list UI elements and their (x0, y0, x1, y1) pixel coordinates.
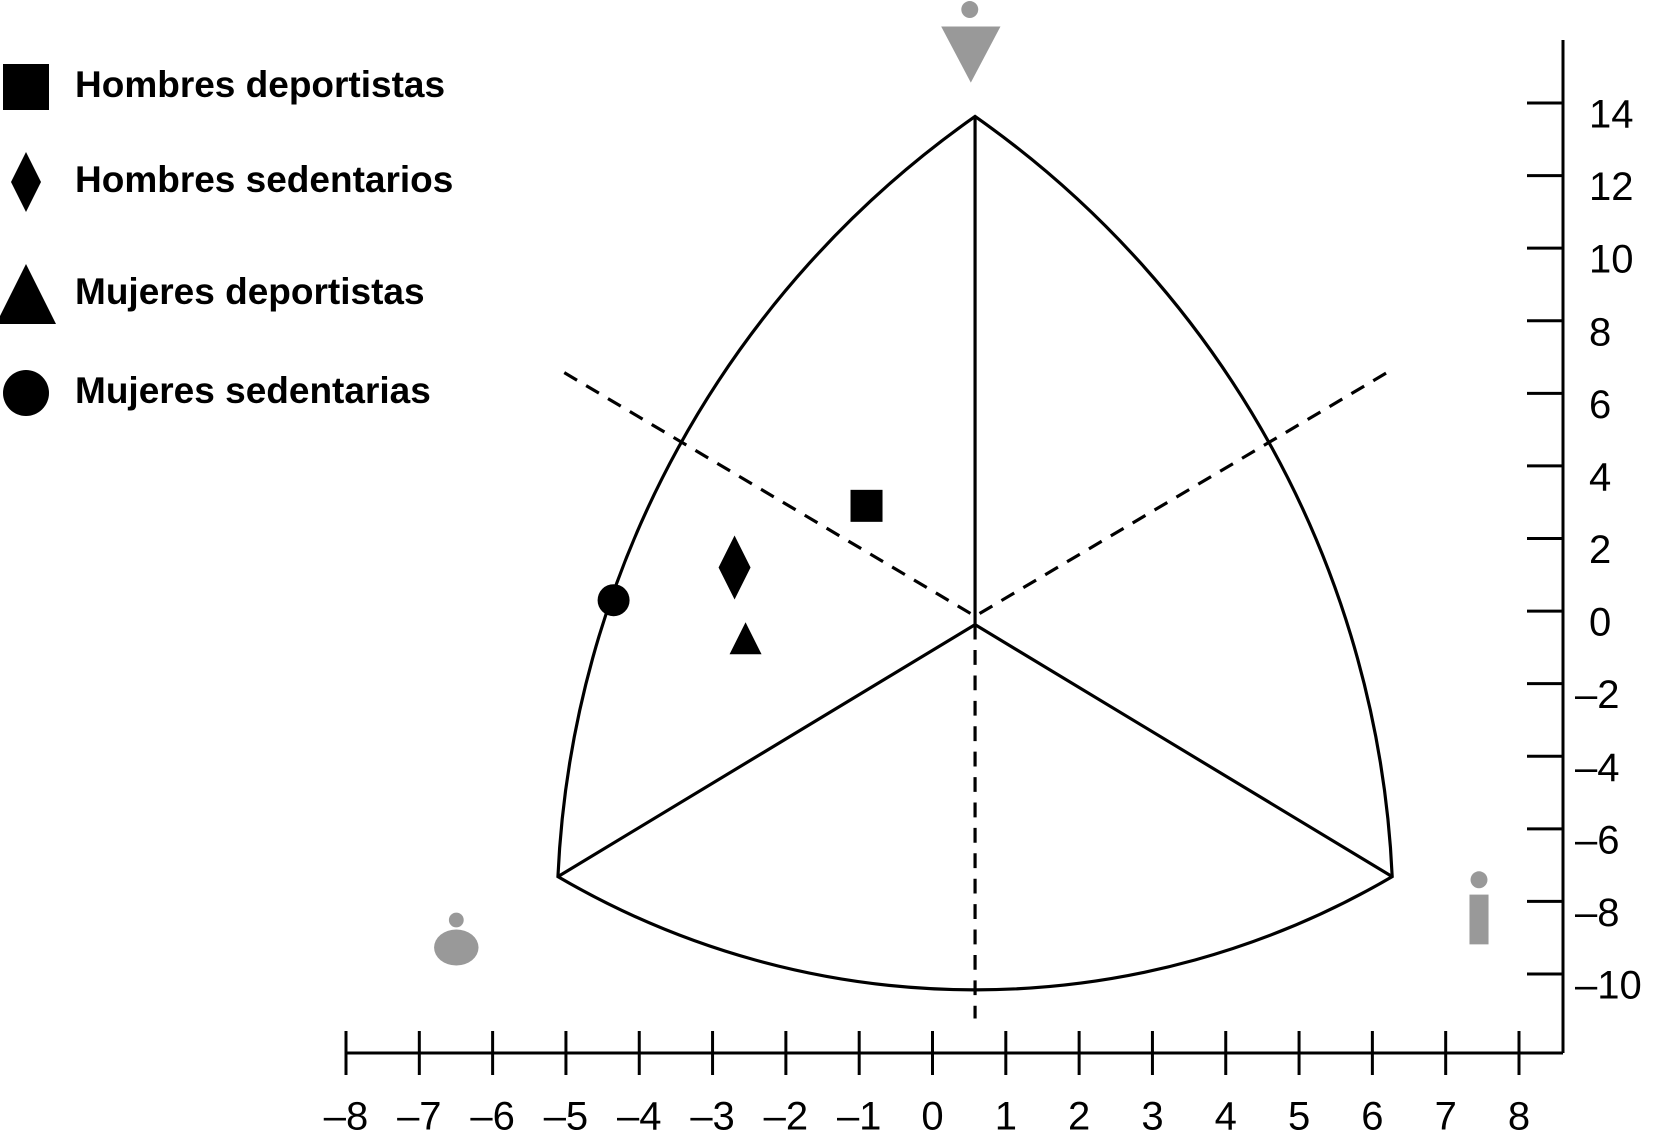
icon-ectomorph (941, 26, 1001, 83)
x-tick-label: –3 (690, 1095, 735, 1139)
x-tick-label: –4 (617, 1095, 662, 1139)
legend-label: Hombres sedentarios (75, 159, 453, 200)
y-tick-label: 4 (1589, 455, 1611, 499)
legend-marker (11, 152, 41, 212)
x-tick-label: –5 (544, 1095, 589, 1139)
y-tick-label: 6 (1589, 383, 1611, 427)
icon-head (1470, 871, 1488, 889)
x-tick-label: 8 (1508, 1095, 1530, 1139)
x-tick-label: –7 (397, 1095, 442, 1139)
y-tick-label: –8 (1575, 891, 1620, 935)
x-tick-label: 0 (921, 1095, 943, 1139)
x-tick-label: –8 (324, 1095, 369, 1139)
x-tick-label: 2 (1068, 1095, 1090, 1139)
y-tick-label: 12 (1589, 165, 1634, 209)
marker-diamond (718, 535, 751, 600)
legend-label: Hombres deportistas (75, 64, 445, 105)
icon-endomorph (434, 929, 479, 966)
y-tick-label: 10 (1589, 238, 1634, 282)
x-tick-label: 5 (1288, 1095, 1310, 1139)
y-tick-label: 14 (1589, 93, 1634, 137)
y-tick-label: 8 (1589, 310, 1611, 354)
legend-marker (0, 264, 56, 324)
marker-circle (597, 584, 630, 617)
dashed-lines (563, 371, 1388, 1019)
x-tick-label: 1 (995, 1095, 1017, 1139)
y-tick-label: –4 (1575, 746, 1620, 790)
icon-mesomorph (1469, 894, 1489, 945)
y-tick-label: –10 (1575, 964, 1642, 1008)
icon-head (448, 912, 464, 928)
y-tick-label: 0 (1589, 601, 1611, 645)
x-tick-label: –6 (470, 1095, 515, 1139)
legend-label: Mujeres sedentarias (75, 370, 431, 411)
x-tick-label: 6 (1361, 1095, 1383, 1139)
y-tick-label: 2 (1589, 528, 1611, 572)
x-tick-label: 4 (1215, 1095, 1237, 1139)
somatotype-icons (434, 1, 1489, 966)
x-tick-label: 3 (1141, 1095, 1163, 1139)
somatochart-frame (434, 1, 1489, 1019)
x-tick-label: –2 (764, 1095, 809, 1139)
icon-head (961, 1, 979, 18)
legend-marker (3, 64, 49, 110)
x-tick-label: –1 (837, 1095, 882, 1139)
marker-triangle (729, 622, 762, 655)
legend-label: Mujeres deportistas (75, 271, 425, 312)
marker-square (850, 489, 883, 522)
x-tick-label: 7 (1435, 1095, 1457, 1139)
legend-marker (3, 370, 49, 416)
y-tick-label: –2 (1575, 673, 1620, 717)
y-tick-label: –6 (1575, 818, 1620, 862)
